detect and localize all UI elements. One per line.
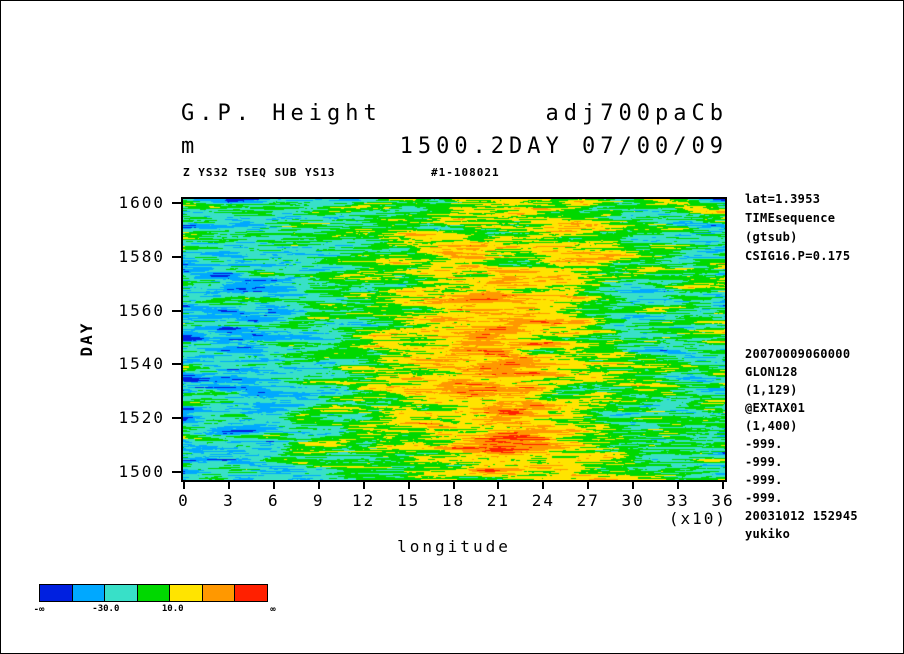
- x-tick-label: 27: [576, 491, 600, 510]
- x-tick-mark: [677, 482, 680, 489]
- x-tick-label: 36: [711, 491, 735, 510]
- x-tick-label: 18: [441, 491, 466, 510]
- y-tick-label: 1520: [118, 408, 165, 428]
- x-tick-label: 15: [396, 491, 421, 510]
- x-tick-label: 0: [178, 491, 190, 510]
- x-axis-unit: (x10): [668, 509, 727, 528]
- x-tick-mark: [497, 482, 500, 489]
- y-tick-label: 1540: [118, 354, 165, 374]
- annotation-line: -999.: [745, 437, 783, 451]
- colorbar-segment: [71, 584, 105, 602]
- x-tick-label: 33: [666, 491, 690, 510]
- x-tick-mark: [227, 482, 230, 489]
- colorbar-segment: [234, 584, 268, 602]
- title-row-1: G.P. Height adj700paCb: [181, 101, 728, 126]
- y-tick-label: 1580: [118, 246, 165, 266]
- annotation-line: 20070009060000: [745, 347, 851, 361]
- x-tick-mark: [542, 482, 545, 489]
- annotation-line: -999.: [745, 491, 783, 505]
- x-tick-label: 6: [268, 491, 280, 510]
- annotation-line: @EXTAX01: [745, 401, 806, 415]
- meta-info-left: Z YS32 TSEQ SUB YS13: [183, 166, 336, 179]
- x-tick-label: 24: [531, 491, 555, 510]
- plot-area: [181, 197, 727, 482]
- annotation-line: yukiko: [745, 527, 791, 541]
- x-tick-mark: [632, 482, 635, 489]
- y-tick-label: 1560: [118, 300, 165, 320]
- title-row-2: m 1500.2DAY 07/00/09: [181, 134, 728, 159]
- x-tick-label: 30: [621, 491, 645, 510]
- y-tick-mark: [172, 255, 181, 258]
- plot-title: G.P. Height: [181, 101, 382, 126]
- annotation-block-2: 20070009060000 GLON128 (1,129) @EXTAX01 (1,4…: [745, 345, 858, 543]
- x-tick-mark: [317, 482, 320, 489]
- x-tick-label: 21: [486, 491, 511, 510]
- colorbar-tick-label: -30.0: [92, 604, 120, 614]
- y-tick-mark: [172, 417, 181, 420]
- annotation-line: (1,129): [745, 383, 798, 397]
- x-tick-mark: [272, 482, 275, 489]
- x-tick-mark: [452, 482, 455, 489]
- x-tick-label: 3: [223, 491, 235, 510]
- x-tick-label: 9: [312, 491, 325, 510]
- x-tick-mark: [362, 482, 365, 489]
- plot-datetime: 1500.2DAY 07/00/09: [399, 134, 728, 159]
- annotation-block-1: lat=1.3953 TIMEsequence (gtsub) CSIG16.P=0.…: [745, 190, 850, 266]
- y-tick-label: 1500: [118, 462, 165, 481]
- annotation-line: GLON128: [745, 365, 798, 379]
- run-id: #1-108021: [431, 166, 500, 179]
- x-tick-mark: [722, 482, 724, 489]
- colorbar-segment: [39, 584, 73, 602]
- colorbar-end-label-left: -∞: [33, 605, 45, 615]
- y-tick-mark: [172, 363, 181, 366]
- colorbar-segment: [169, 584, 203, 602]
- x-tick-mark: [407, 482, 410, 489]
- colorbar-end-label-right: ∞: [270, 605, 276, 615]
- colorbar-segment: [201, 584, 235, 602]
- annotation-line: -999.: [745, 455, 783, 469]
- annotation-line: (gtsub): [745, 230, 798, 244]
- colorbar-tick-label: 10.0: [161, 604, 184, 614]
- annotation-line: (1,400): [745, 419, 798, 433]
- annotation-line: CSIG16.P=0.175: [745, 249, 851, 263]
- x-tick-mark: [587, 482, 590, 489]
- y-axis-title: DAY: [77, 321, 96, 357]
- x-axis-title: longitude: [397, 537, 511, 556]
- plot-title-right: adj700paCb: [545, 101, 728, 126]
- x-tick-label: 12: [352, 491, 376, 510]
- plot-units-label: m: [181, 134, 200, 159]
- colorbar: [39, 584, 268, 602]
- y-tick-mark: [172, 309, 181, 312]
- heatmap-canvas: [183, 199, 725, 480]
- colorbar-segment: [136, 584, 170, 602]
- x-tick-mark: [183, 482, 185, 489]
- annotation-line: lat=1.3953: [745, 192, 821, 206]
- y-tick-label: 1600: [118, 193, 165, 212]
- y-tick-mark: [172, 471, 181, 473]
- annotation-line: TIMEsequence: [745, 211, 836, 225]
- annotation-line: 20031012 152945: [745, 509, 858, 523]
- annotation-line: -999.: [745, 473, 783, 487]
- y-tick-mark: [172, 202, 181, 204]
- colorbar-segment: [104, 584, 138, 602]
